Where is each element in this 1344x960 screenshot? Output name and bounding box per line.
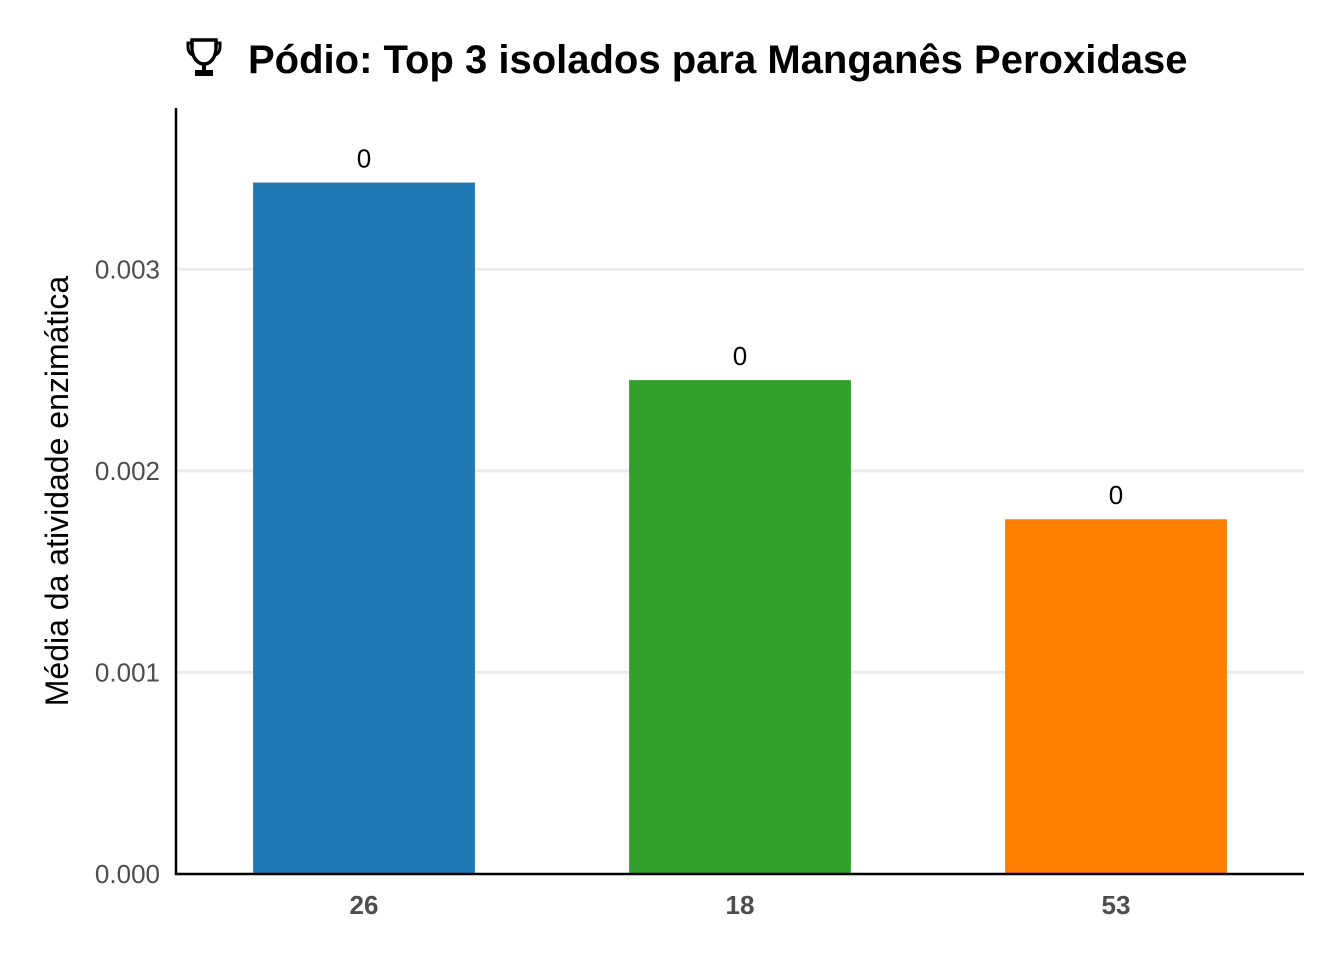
bars	[253, 182, 1227, 874]
bar-18	[629, 380, 851, 874]
x-tick-label: 26	[350, 890, 379, 920]
y-tick-label: 0.003	[95, 254, 160, 284]
y-tick-label: 0.001	[95, 657, 160, 687]
bar-value-label: 0	[357, 144, 371, 174]
bar-value-label: 0	[733, 341, 747, 371]
x-axis-ticks: 26 18 53	[350, 890, 1131, 920]
bar-value-label: 0	[1109, 480, 1123, 510]
x-tick-label: 18	[726, 890, 755, 920]
y-tick-label: 0.002	[95, 456, 160, 486]
chart-title: Pódio: Top 3 isolados para Manganês Pero…	[248, 38, 1188, 82]
bar-26	[253, 182, 475, 874]
y-axis-ticks: 0.000 0.001 0.002 0.003	[95, 254, 160, 889]
chart-title-group: Pódio: Top 3 isolados para Manganês Pero…	[186, 38, 1188, 82]
x-tick-label: 53	[1102, 890, 1131, 920]
bar-53	[1005, 519, 1227, 874]
y-tick-label: 0.000	[95, 859, 160, 889]
y-axis-label: Média da atividade enzimática	[39, 276, 75, 707]
trophy-icon	[186, 38, 222, 76]
value-labels: 0 0 0	[357, 144, 1123, 511]
